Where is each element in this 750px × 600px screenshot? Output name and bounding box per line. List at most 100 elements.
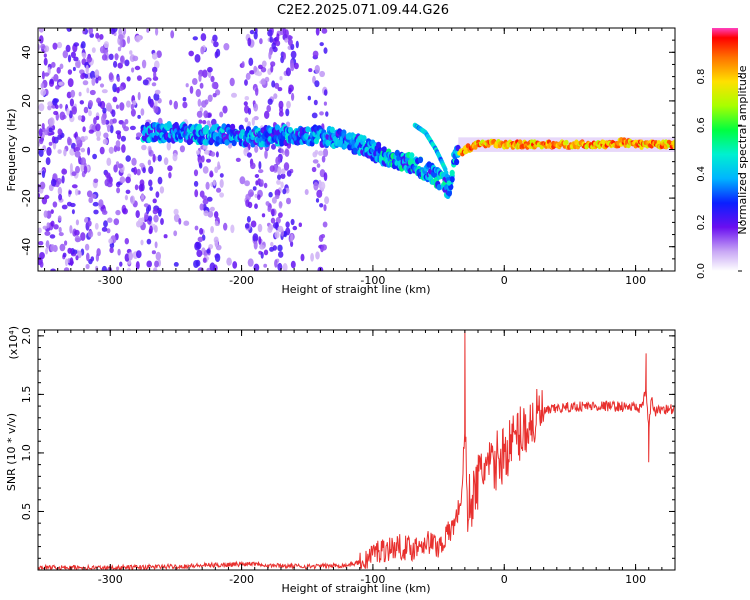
noise-cell: [95, 32, 100, 39]
noise-cell: [142, 167, 146, 174]
noise-cell: [214, 166, 219, 174]
noise-cell: [226, 257, 232, 266]
snr-frame: [37, 329, 676, 571]
colorbar-tick-label: 0.6: [696, 117, 707, 133]
noise-cell: [81, 52, 86, 58]
noise-cell: [40, 89, 47, 96]
noise-cell: [56, 41, 63, 49]
ridge-cell: [564, 140, 569, 145]
y-tick-label: 0: [20, 146, 33, 153]
noise-cell: [202, 257, 207, 263]
noise-cell: [202, 145, 208, 150]
noise-cell: [244, 146, 249, 153]
noise-cell: [147, 159, 152, 166]
noise-cell: [71, 171, 77, 176]
snr-multiplier: (x10⁴): [7, 326, 20, 360]
noise-cell: [214, 51, 219, 59]
noise-cell: [86, 55, 92, 63]
x-tick-label: -300: [98, 573, 123, 586]
noise-cell: [80, 41, 86, 49]
noise-cell: [210, 151, 216, 157]
noise-cell: [140, 239, 144, 246]
noise-cell: [130, 195, 135, 205]
noise-cell: [194, 54, 201, 63]
noise-cell: [95, 123, 101, 132]
noise-cell: [148, 215, 153, 222]
noise-cell: [77, 250, 82, 259]
noise-cell: [113, 60, 118, 68]
noise-cell: [146, 206, 150, 215]
noise-cell: [153, 92, 160, 101]
ridge-cell: [287, 127, 293, 134]
noise-cell: [146, 260, 152, 268]
noise-cell: [88, 28, 94, 35]
noise-cell: [43, 53, 47, 58]
noise-cell: [205, 181, 210, 190]
noise-cell: [101, 265, 108, 271]
noise-cell: [109, 124, 114, 134]
noise-cell: [108, 238, 113, 244]
noise-cell: [298, 222, 302, 228]
noise-cell: [43, 57, 48, 66]
noise-cell: [116, 187, 121, 194]
noise-cell: [277, 174, 282, 181]
noise-cell: [247, 37, 252, 47]
noise-cell: [257, 223, 263, 233]
noise-cell: [108, 146, 114, 154]
noise-cell: [215, 151, 219, 158]
noise-cell: [38, 148, 44, 157]
x-tick-label: -100: [360, 573, 385, 586]
noise-cell: [103, 220, 108, 228]
noise-cell: [253, 240, 258, 250]
x-tick-label: 0: [501, 274, 508, 287]
noise-cell: [75, 165, 80, 174]
noise-cell: [104, 179, 109, 187]
noise-cell: [99, 83, 105, 88]
noise-cell: [267, 29, 273, 37]
noise-cell: [217, 161, 221, 171]
noise-cell: [278, 110, 284, 117]
noise-cell: [212, 179, 216, 186]
noise-cell: [119, 39, 123, 48]
noise-cell: [58, 194, 63, 201]
ridge-cell: [465, 143, 471, 149]
ridge-cell: [417, 156, 424, 164]
colorbar: 0.0 0.2 0.4 0.6 0.8 Normalized spectral ampl…: [696, 28, 749, 279]
ridge-cell: [376, 141, 382, 149]
noise-cell: [93, 209, 99, 215]
noise-cell: [79, 100, 85, 105]
noise-cell: [244, 79, 248, 86]
noise-cell: [209, 170, 214, 178]
noise-cell: [290, 62, 295, 72]
noise-cell: [155, 251, 161, 261]
noise-cell: [173, 230, 178, 237]
noise-cell: [323, 172, 328, 182]
noise-cell: [292, 225, 298, 231]
noise-cell: [247, 201, 253, 209]
noise-cell: [278, 201, 283, 209]
noise-cell: [314, 80, 320, 88]
noise-cell: [87, 146, 91, 156]
noise-cell: [116, 86, 120, 94]
noise-cell: [82, 126, 86, 133]
ridge-cell: [432, 171, 438, 179]
noise-cell: [211, 118, 217, 126]
noise-cell: [179, 145, 185, 153]
noise-cell: [93, 117, 97, 125]
noise-cell: [321, 244, 327, 251]
noise-cell: [84, 243, 90, 251]
noise-cell: [254, 203, 258, 209]
noise-cell: [261, 213, 266, 218]
noise-cell: [260, 251, 264, 259]
noise-cell: [271, 80, 276, 88]
noise-cell: [135, 35, 141, 43]
noise-cell: [199, 227, 204, 235]
noise-cell: [318, 150, 324, 156]
noise-cell: [46, 222, 50, 229]
noise-cell: [39, 261, 44, 268]
noise-cell: [208, 123, 212, 128]
noise-cell: [244, 96, 250, 101]
noise-cell: [74, 150, 81, 158]
noise-cell: [271, 42, 277, 50]
noise-cell: [91, 47, 96, 53]
